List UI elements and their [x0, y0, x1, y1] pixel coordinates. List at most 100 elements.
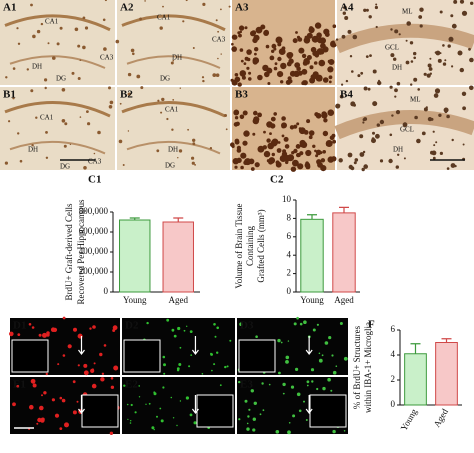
cell: [302, 60, 308, 66]
cell: [119, 102, 122, 105]
cell: [246, 57, 251, 62]
cell: [239, 48, 244, 52]
cell: [236, 148, 242, 153]
cell: [296, 152, 301, 158]
cell: [77, 44, 81, 48]
cell: [224, 114, 227, 117]
cell: [335, 365, 338, 368]
cell: [331, 156, 337, 162]
cell: [62, 316, 66, 320]
cell: [347, 29, 352, 34]
cell: [391, 114, 394, 117]
cell: [434, 51, 438, 54]
cell: [159, 407, 162, 410]
cell: [266, 138, 271, 143]
cell: [419, 24, 423, 28]
cell: [295, 31, 298, 34]
arrow: [305, 395, 313, 414]
cell: [303, 320, 307, 325]
cell: [435, 141, 438, 144]
cell: [51, 398, 56, 402]
cell: [17, 42, 21, 45]
cell: [57, 363, 60, 366]
cell: [469, 85, 474, 91]
micrograph: [0, 0, 115, 85]
cell: [46, 331, 50, 335]
cell: [115, 39, 120, 44]
bar: [162, 221, 194, 293]
cell: [238, 33, 242, 38]
cell: [345, 79, 349, 83]
cell: [250, 389, 254, 393]
cell: [225, 128, 228, 131]
cell: [170, 61, 174, 65]
cell: [274, 62, 278, 66]
cell-layer: [126, 140, 221, 155]
cell: [99, 352, 103, 357]
cell: [265, 44, 270, 49]
cell: [72, 380, 76, 384]
y-tick-label: 2: [391, 374, 396, 384]
cell: [280, 80, 284, 84]
cell: [226, 365, 229, 368]
cell: [216, 326, 219, 330]
cell: [315, 149, 322, 156]
cell: [343, 430, 346, 432]
region-label: DH: [392, 64, 402, 72]
cell: [402, 122, 408, 128]
cell: [280, 341, 283, 344]
cell: [375, 25, 378, 29]
cell: [162, 386, 165, 389]
cell: [405, 39, 408, 42]
cell: [438, 113, 442, 118]
y-axis-label: BrdU+ Graft-derived Cells: [64, 203, 74, 301]
cell: [309, 26, 314, 31]
region-label: GCL: [400, 126, 414, 134]
cell: [231, 46, 237, 52]
cell: [395, 110, 401, 115]
cell: [268, 159, 274, 165]
cell: [130, 420, 132, 422]
region-label: DG: [165, 162, 175, 170]
cell: [362, 118, 366, 122]
bar: [300, 218, 324, 293]
region-label: ML: [410, 96, 421, 104]
cell: [234, 73, 239, 77]
cell: [248, 408, 251, 411]
cell: [59, 26, 63, 30]
cell: [301, 81, 306, 86]
cell: [45, 372, 48, 376]
y-tick-label: 6: [391, 324, 396, 334]
cell: [374, 5, 378, 10]
y-tick-label: 600,000: [79, 226, 109, 236]
cell: [371, 137, 375, 141]
cell: [262, 409, 265, 412]
cell: [312, 144, 316, 148]
cell: [277, 338, 281, 343]
cell: [185, 0, 188, 2]
cell: [118, 139, 123, 144]
cell: [295, 367, 299, 371]
cell: [189, 330, 193, 333]
cell: [212, 73, 217, 77]
cell: [36, 29, 41, 34]
cell: [282, 382, 286, 387]
cell: [220, 53, 222, 55]
cell: [19, 159, 23, 163]
cell: [457, 50, 463, 56]
cell: [327, 109, 335, 116]
cell: [44, 86, 47, 90]
cell: [127, 92, 131, 96]
cell: [178, 363, 182, 366]
cell: [74, 27, 79, 32]
cell: [318, 59, 326, 67]
cell: [361, 167, 365, 172]
cell: [322, 130, 329, 137]
cell: [267, 82, 271, 85]
cell: [394, 88, 398, 93]
cell: [156, 415, 158, 418]
cell: [144, 0, 146, 2]
cell: [263, 150, 271, 158]
cell: [365, 55, 369, 58]
y-tick-label: 0: [391, 399, 396, 409]
